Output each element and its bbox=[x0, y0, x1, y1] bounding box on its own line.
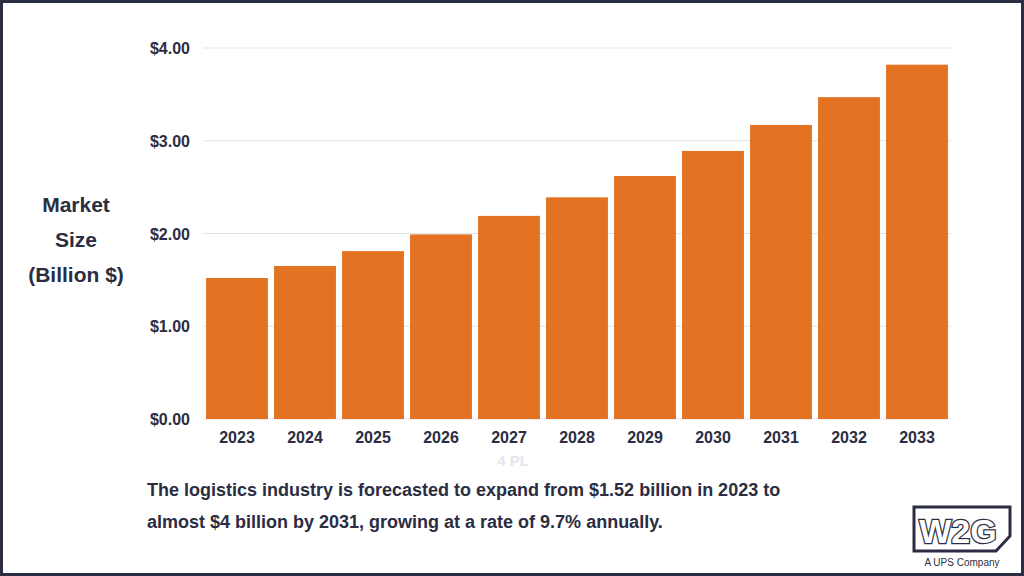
x-tick-label: 2032 bbox=[831, 429, 867, 446]
y-axis-label: Size bbox=[55, 228, 97, 251]
x-tick-label: 2033 bbox=[899, 429, 935, 446]
grid-line bbox=[203, 48, 951, 49]
bar bbox=[478, 216, 540, 419]
y-axis-label: Market bbox=[42, 193, 110, 216]
bar bbox=[274, 266, 336, 419]
chart: $0.00 $1.00 $2.00 $3.00 $4.00 2023 2024 2025 202… bbox=[0, 0, 1024, 576]
y-tick-label: $4.00 bbox=[150, 40, 190, 57]
frame bbox=[2, 2, 1023, 575]
caption: The logistics industry is forecasted to … bbox=[147, 480, 780, 500]
bar bbox=[206, 278, 268, 419]
bar bbox=[410, 234, 472, 419]
bar bbox=[546, 197, 608, 419]
bar bbox=[682, 151, 744, 419]
x-tick-label: 2027 bbox=[491, 429, 527, 446]
bars bbox=[206, 65, 948, 419]
y-tick-label: $3.00 bbox=[150, 133, 190, 150]
chart-root: $0.00 $1.00 $2.00 $3.00 $4.00 2023 2024 2025 202… bbox=[0, 0, 1024, 576]
x-tick-label: 2031 bbox=[763, 429, 799, 446]
bar bbox=[886, 65, 948, 419]
logo-box bbox=[914, 507, 1010, 551]
x-axis-label: 4 PL bbox=[497, 452, 529, 469]
logo-text: W2G bbox=[919, 512, 996, 550]
logo-tagline: A UPS Company bbox=[924, 557, 999, 568]
x-tick-label: 2029 bbox=[627, 429, 663, 446]
y-tick-label: $0.00 bbox=[150, 411, 190, 428]
y-tick-label: $2.00 bbox=[150, 226, 190, 243]
y-tick-label: $1.00 bbox=[150, 318, 190, 335]
bar bbox=[818, 97, 880, 419]
caption: almost $4 billion by 2031, growing at a … bbox=[147, 512, 663, 532]
grid bbox=[203, 48, 951, 419]
x-tick-label: 2025 bbox=[355, 429, 391, 446]
x-tick-label: 2023 bbox=[219, 429, 255, 446]
x-tick-label: 2028 bbox=[559, 429, 595, 446]
bar bbox=[614, 176, 676, 419]
bar bbox=[342, 251, 404, 419]
bar bbox=[750, 125, 812, 419]
x-tick-label: 2026 bbox=[423, 429, 459, 446]
logo: W2G A UPS Company bbox=[914, 507, 1010, 568]
x-tick-label: 2024 bbox=[287, 429, 323, 446]
y-axis-label: (Billion $) bbox=[28, 263, 124, 286]
x-tick-label: 2030 bbox=[695, 429, 731, 446]
